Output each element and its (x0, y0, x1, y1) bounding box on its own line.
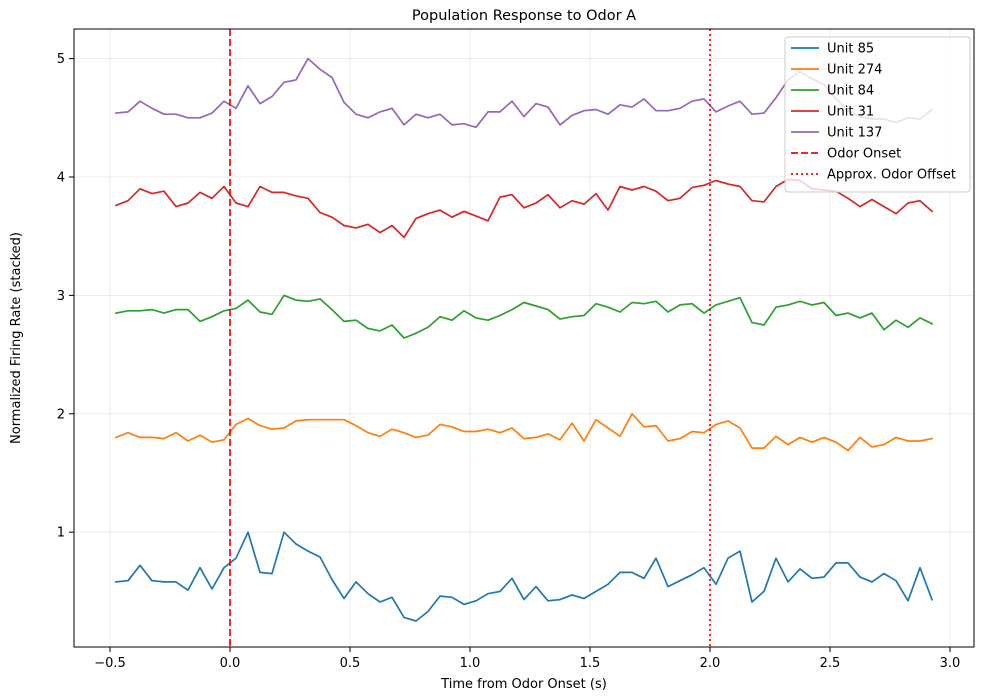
legend: Unit 85 Unit 274 Unit 84 Unit 31 Unit 137 Odo… (784, 36, 971, 193)
legend-label: Unit 84 (827, 84, 874, 99)
legend-label: Unit 31 (827, 105, 874, 120)
legend-label: Unit 274 (827, 63, 882, 78)
plot-frame (73, 28, 975, 648)
series-line-unit-84 (115, 294, 934, 339)
x-tick-label: 1.5 (580, 656, 601, 671)
x-tick-label: 3.0 (940, 656, 961, 671)
y-tick-label: 4 (57, 170, 65, 185)
x-tick-label: −0.5 (94, 656, 126, 671)
reference-lines (229, 29, 711, 647)
legend-label: Odor Onset (827, 147, 901, 162)
y-tick-label: 2 (57, 407, 65, 422)
series-line-unit-274 (114, 412, 934, 452)
x-tick-label: 2.0 (700, 656, 721, 671)
legend-label: Approx. Odor Offset (827, 168, 956, 183)
x-axis-label: Time from Odor Onset (s) (440, 677, 607, 692)
y-tick-label: 5 (57, 52, 65, 67)
chart-title: Population Response to Odor A (412, 8, 636, 24)
plot-lines (114, 57, 934, 622)
x-tick-label: 1.0 (460, 656, 481, 671)
y-axis: 1 2 3 4 5 (57, 52, 74, 541)
y-tick-label: 1 (57, 526, 65, 541)
legend-label: Unit 137 (827, 126, 882, 141)
x-tick-label: 0.5 (340, 656, 361, 671)
legend-box (784, 36, 971, 193)
legend-label: Unit 85 (827, 42, 874, 57)
x-axis: −0.5 0.0 0.5 1.0 1.5 2.0 2.5 3.0 (94, 647, 960, 671)
series-line-unit-85 (115, 531, 934, 622)
y-axis-label: Normalized Firing Rate (stacked) (9, 232, 24, 444)
y-tick-label: 3 (57, 289, 65, 304)
x-tick-label: 2.5 (820, 656, 841, 671)
x-tick-label: 0.0 (220, 656, 241, 671)
